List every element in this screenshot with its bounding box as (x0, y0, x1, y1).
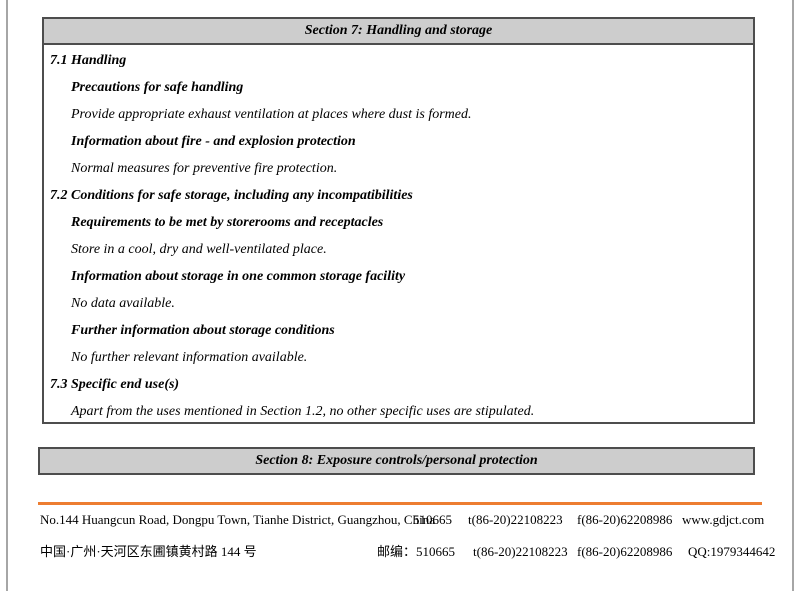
doc-line-storerooms-heading: Requirements to be met by storerooms and… (71, 215, 384, 230)
doc-line-precautions-heading: Precautions for safe handling (71, 80, 244, 95)
doc-line-7-1: 7.1 Handling (50, 53, 127, 68)
page-right-edge (792, 0, 794, 591)
section-8-header-bar: Section 8: Exposure controls/personal pr… (38, 447, 755, 475)
doc-line-fire-body: Normal measures for preventive fire prot… (71, 161, 338, 176)
footer-fax-cn: f(86-20)62208986 (577, 544, 673, 559)
footer-accent-divider (38, 502, 762, 505)
doc-line-7-2: 7.2 Conditions for safe storage, includi… (50, 188, 413, 203)
doc-line-specific-uses-body: Apart from the uses mentioned in Section… (71, 404, 535, 419)
doc-line-storerooms-body: Store in a cool, dry and well-ventilated… (71, 242, 327, 257)
footer-address-cn: 中国·广州·天河区东圃镇黄村路 144 号 (40, 544, 257, 559)
section-8-title: Section 8: Exposure controls/personal pr… (255, 453, 538, 468)
section-7-header-bar: Section 7: Handling and storage (42, 17, 755, 45)
footer-row-english: No.144 Huangcun Road, Dongpu Town, Tianh… (40, 511, 770, 529)
footer-fax-en: f(86-20)62208986 (577, 512, 673, 527)
doc-line-further-info-heading: Further information about storage condit… (71, 323, 335, 338)
footer-website: www.gdjct.com (682, 512, 765, 527)
doc-line-common-storage-heading: Information about storage in one common … (71, 269, 406, 284)
footer-row-chinese: 中国·广州·天河区东圃镇黄村路 144 号 邮编：510665 t(86-20)… (40, 543, 775, 561)
footer-phone-cn: t(86-20)22108223 (473, 544, 568, 559)
section-7-block: Section 7: Handling and storage 7.1 Hand… (42, 17, 755, 424)
footer-address-en: No.144 Huangcun Road, Dongpu Town, Tianh… (40, 512, 435, 527)
section-7-title: Section 7: Handling and storage (304, 23, 493, 38)
footer-postcode-cn: 邮编：510665 (377, 544, 456, 559)
doc-line-common-storage-body: No data available. (71, 296, 175, 311)
doc-line-further-info-body: No further relevant information availabl… (71, 350, 308, 365)
footer-postcode-en: 510665 (413, 512, 452, 527)
page-left-edge (6, 0, 8, 591)
doc-line-7-3: 7.3 Specific end use(s) (50, 377, 180, 392)
doc-line-fire-heading: Information about fire - and explosion p… (71, 134, 356, 149)
footer-phone-en: t(86-20)22108223 (468, 512, 563, 527)
section-7-content-box: 7.1 Handling Precautions for safe handli… (42, 45, 755, 424)
footer-qq: QQ:1979344642 (688, 544, 776, 559)
doc-line-precautions-body: Provide appropriate exhaust ventilation … (71, 107, 472, 122)
